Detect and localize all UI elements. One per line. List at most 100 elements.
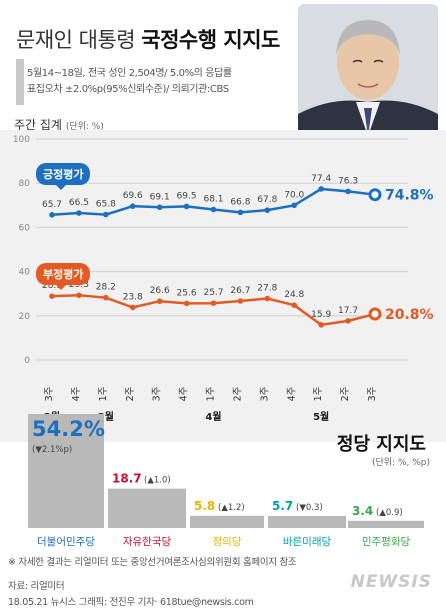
footer-source: 자료: 리얼미터 <box>8 581 65 592</box>
party-name: 자유한국당 <box>123 536 172 548</box>
data-point <box>183 300 190 307</box>
data-point <box>318 322 324 328</box>
x-tick-label: 2주 <box>125 386 136 401</box>
x-tick-label: 1주 <box>206 386 217 401</box>
y-tick-label: 100 <box>13 135 30 145</box>
data-label: 25.6 <box>177 288 197 298</box>
data-point <box>345 188 351 195</box>
legend-negative: 부정평가 <box>36 263 91 290</box>
footer-credit: 18.05.21 뉴시스 그래픽: 전진우 기자· 618tue@newsis.… <box>8 597 254 608</box>
y-tick-label: 20 <box>19 312 31 322</box>
party-change-label: (▼0.3) <box>296 503 323 513</box>
data-point-last <box>368 188 382 202</box>
party-value-label: 5.8 <box>194 499 215 513</box>
data-label: 20.8% <box>385 307 434 323</box>
data-point <box>183 203 190 210</box>
data-label: 76.3 <box>338 176 358 186</box>
party-bar <box>268 516 346 528</box>
data-label: 17.7 <box>338 306 358 316</box>
party-chart-title: 정당 지지도 <box>336 434 426 455</box>
data-label: 65.8 <box>96 200 116 210</box>
data-point <box>237 209 244 216</box>
data-label: 24.8 <box>284 290 304 300</box>
x-tick-label: 2주 <box>232 386 243 401</box>
x-tick-label: 3주 <box>259 386 270 401</box>
data-label: 65.7 <box>42 200 62 210</box>
party-change-label: (▲0.9) <box>376 508 403 518</box>
party-chart-unit: (단위: %, %p) <box>371 458 430 468</box>
data-point-last <box>368 307 382 321</box>
month-label: 5월 <box>313 411 329 423</box>
party-value-label: 18.7 <box>112 472 142 486</box>
party-name: 민주평화당 <box>362 536 411 548</box>
data-point <box>129 203 136 209</box>
data-point <box>237 298 244 304</box>
subtitle-line-2: 표집오차 ±2.0%p(95%신뢰수준)/ 의뢰기관:CBS <box>27 84 229 95</box>
data-label: 28.2 <box>96 283 116 293</box>
party-value-label: 54.2% <box>32 417 105 441</box>
party-change-label: (▲1.0) <box>144 476 171 486</box>
data-point <box>291 302 298 308</box>
y-tick-label: 80 <box>19 179 31 189</box>
party-bar <box>108 488 186 528</box>
data-label: 15.9 <box>311 310 331 320</box>
x-tick-label: 2주 <box>340 386 351 401</box>
x-tick-label: 1주 <box>98 386 109 401</box>
data-point <box>291 202 298 209</box>
subtitle-line-1: 5월14~18일, 전국 성인 2,504명/ 5.0%의 응답률 <box>27 68 232 79</box>
data-label: 77.4 <box>311 174 331 184</box>
data-label: 29.3 <box>69 280 89 290</box>
data-label: 28.9 <box>42 281 62 291</box>
chart-label: 주간 집계 (단위: %) <box>14 118 104 132</box>
data-label: 74.8% <box>385 188 434 204</box>
data-point <box>103 294 109 301</box>
data-label: 26.7 <box>230 286 250 296</box>
party-bar <box>190 515 264 528</box>
data-label: 70.0 <box>284 190 304 200</box>
x-tick-label: 3주 <box>367 386 378 401</box>
data-label: 69.1 <box>150 192 170 202</box>
party-value-label: 3.4 <box>352 504 373 518</box>
x-tick-label: 4주 <box>286 386 297 401</box>
title-bold: 국정수행 지지도 <box>141 28 280 52</box>
party-bar <box>348 520 424 528</box>
x-tick-label: 4주 <box>179 386 190 401</box>
x-tick-label: 4주 <box>71 386 82 401</box>
header: 문재인 대통령 국정수행 지지도 5월14~18일, 전국 성인 2,504명/… <box>0 0 446 170</box>
party-change-label: (▼2.1%p) <box>32 445 72 455</box>
data-point <box>264 207 271 213</box>
party-name: 더불어민주당 <box>37 536 95 548</box>
page-title: 문재인 대통령 국정수행 지지도 <box>16 24 280 54</box>
data-point <box>318 186 324 192</box>
x-tick-label: 3주 <box>152 386 163 401</box>
title-normal: 문재인 대통령 <box>16 28 142 52</box>
data-point <box>76 210 82 216</box>
data-point <box>345 318 351 324</box>
data-label: 27.8 <box>257 284 277 294</box>
president-photo <box>298 4 438 136</box>
data-label: 25.7 <box>203 288 223 298</box>
approval-line-chart: 0 20 40 60 80 100 65.7 66.5 65.8 69.6 69.1 69.5 68.1… <box>13 135 434 423</box>
data-point <box>103 211 109 218</box>
legend-positive: 긍정평가 <box>36 163 91 190</box>
data-point <box>49 212 55 218</box>
footer-note: ※ 자세한 결과는 리얼미터 또는 중앙선거여론조사심의위원회 홈페이지 참조 <box>8 557 297 568</box>
data-point <box>76 292 82 299</box>
party-bar-chart: 54.2% (▼2.1%p) 더불어민주당 18.7 (▲1.0) 자유한국당 5.8 (▲1… <box>28 414 424 548</box>
data-point <box>49 293 55 299</box>
data-label: 23.8 <box>123 292 143 302</box>
data-label: 69.6 <box>123 191 143 201</box>
data-point <box>210 206 217 213</box>
party-name: 바른미래당 <box>283 536 332 548</box>
party-change-label: (▲1.2) <box>218 503 245 513</box>
party-value-label: 5.7 <box>272 499 293 513</box>
data-point <box>129 304 136 311</box>
y-tick-label: 40 <box>19 268 31 278</box>
data-point <box>264 295 271 302</box>
data-point <box>210 300 217 307</box>
y-tick-label: 0 <box>24 356 30 366</box>
data-point <box>156 204 163 211</box>
newsis-logo: NEWSIS <box>350 572 432 592</box>
data-label: 66.8 <box>230 197 250 207</box>
subtitle-bar <box>16 59 24 105</box>
